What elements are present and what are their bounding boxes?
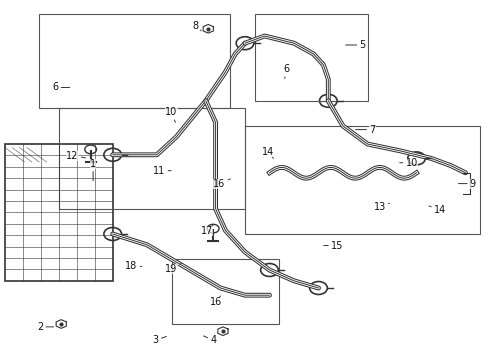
Text: 8: 8	[192, 21, 201, 31]
Bar	[245, 126, 480, 234]
Bar	[39, 14, 230, 108]
Bar	[59, 108, 245, 209]
Text: 10: 10	[400, 158, 417, 168]
Bar	[255, 14, 368, 101]
Text: 19: 19	[165, 264, 181, 274]
Text: 6: 6	[52, 82, 70, 93]
Text: 6: 6	[284, 64, 290, 78]
Text: 17: 17	[200, 225, 213, 236]
Text: 15: 15	[324, 240, 343, 251]
Text: 4: 4	[203, 335, 216, 345]
Text: 1: 1	[90, 159, 96, 181]
Text: 9: 9	[459, 179, 476, 189]
Text: 2: 2	[37, 322, 53, 332]
Bar	[172, 259, 279, 324]
Text: 11: 11	[153, 166, 171, 176]
Text: 12: 12	[66, 150, 85, 161]
Text: 10: 10	[165, 107, 177, 122]
Text: 7: 7	[356, 125, 375, 135]
Text: 14: 14	[429, 204, 446, 215]
Text: 13: 13	[374, 202, 390, 212]
Bar	[5, 144, 113, 281]
Text: 16: 16	[210, 296, 221, 307]
Text: 5: 5	[346, 40, 366, 50]
Text: 18: 18	[125, 261, 142, 271]
Text: 14: 14	[263, 147, 274, 158]
Text: 16: 16	[214, 179, 230, 189]
Text: 3: 3	[153, 335, 167, 345]
